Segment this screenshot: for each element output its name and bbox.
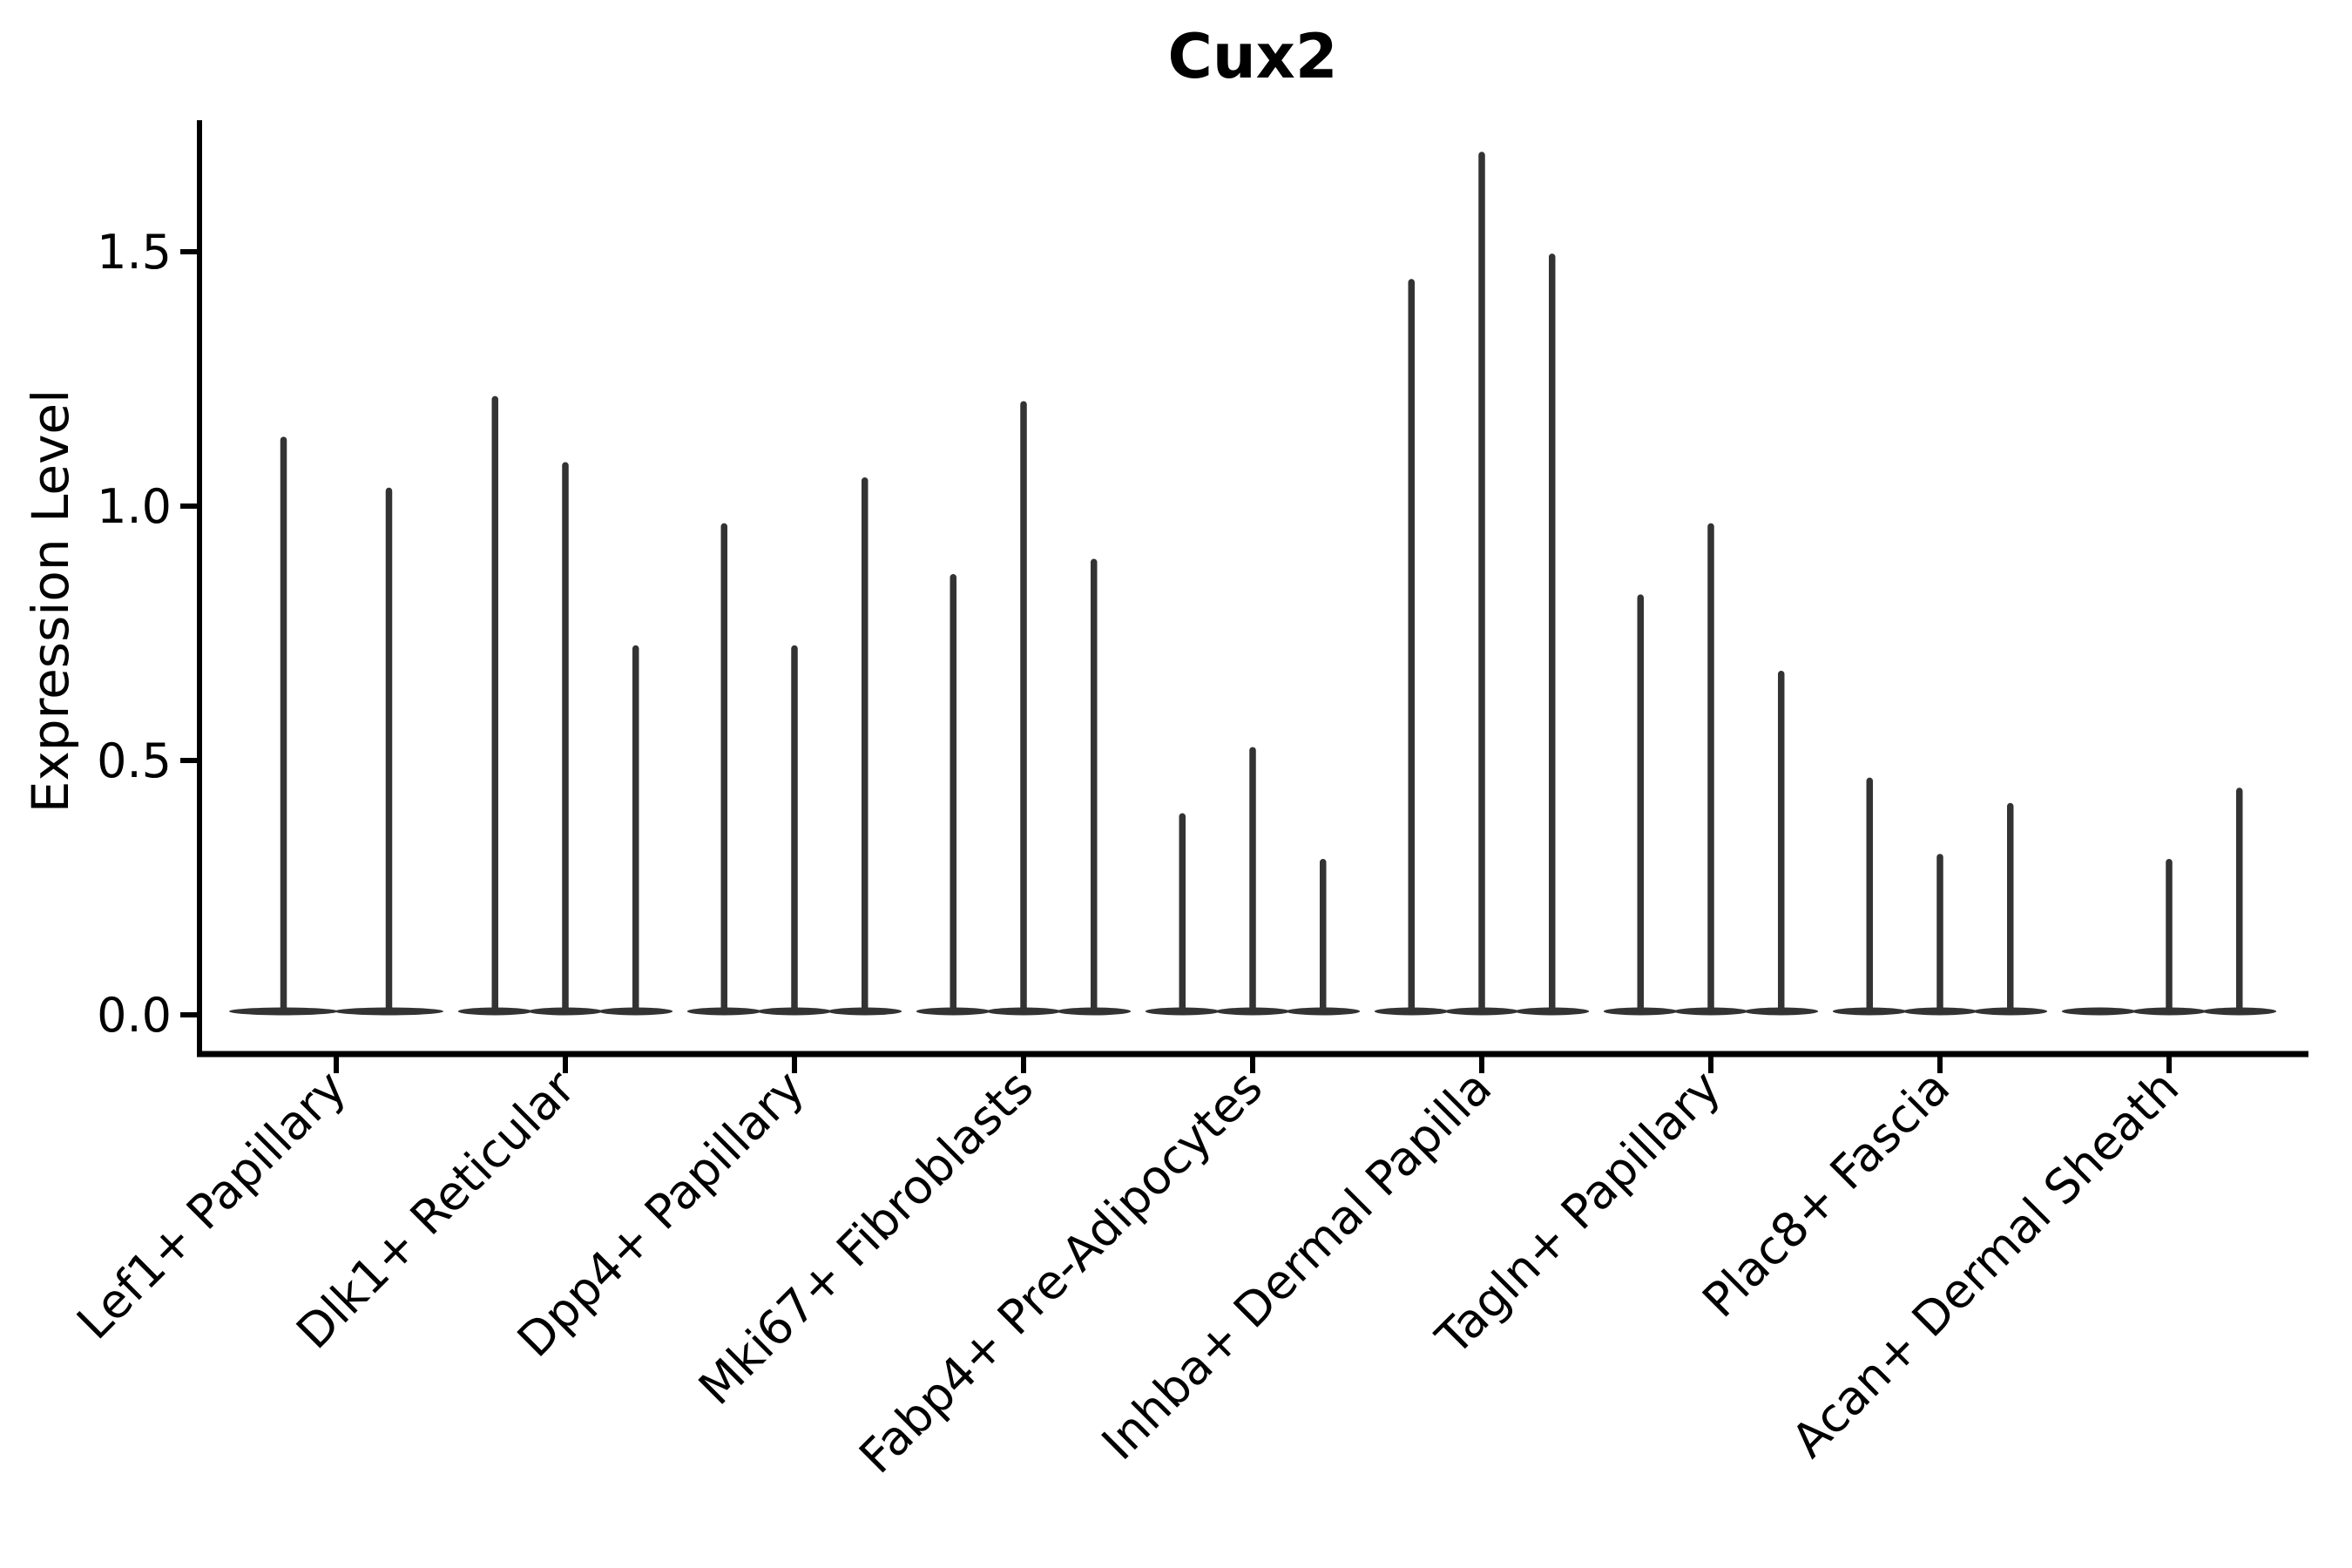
violin-base [2061, 1007, 2136, 1016]
x-tick-label: Inhba+ Dermal Papilla [1092, 1060, 1502, 1470]
y-tick-label: 0.0 [97, 988, 172, 1043]
y-tick-label: 0.5 [97, 733, 172, 788]
y-tick-label: 1.0 [97, 479, 172, 534]
x-tick-label: Acan+ Dermal Sheath [1781, 1060, 2189, 1468]
x-tick-label: Plac8+ Fascia [1692, 1060, 1960, 1328]
plot-title: Cux2 [1167, 21, 1338, 92]
x-tick-label: Fabp4+ Pre-Adipocytes [848, 1060, 1273, 1484]
y-tick-label: 1.5 [97, 225, 172, 280]
